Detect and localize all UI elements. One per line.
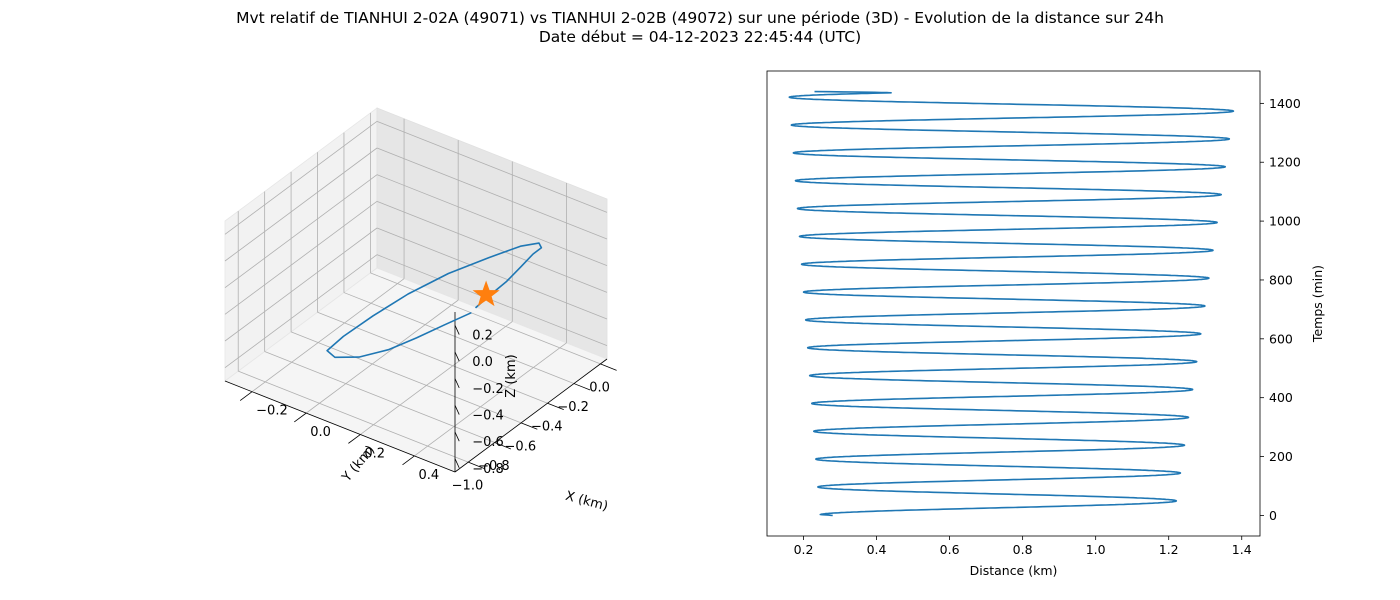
z-axis-label: Z (km) [504,354,519,397]
y-axis-label: Y (km) [339,443,378,486]
grid-line-z [376,120,608,213]
grid-line-y [305,299,459,414]
x-tick-label: −0.2 [557,400,589,415]
y-tick [402,455,415,466]
y-tick-label: −0.2 [256,404,288,419]
axes-3d: −1.0−0.8−0.6−0.4−0.20.0−0.20.00.20.4 −0.8… [224,107,617,515]
y-tick-label: 0.0 [310,425,331,440]
x-tick-label: 1.4 [1232,542,1252,557]
grid-line-z [224,227,378,342]
x-tick-label: 0.4 [867,542,887,557]
x-tick-label: 1.0 [1086,542,1106,557]
x-tick [600,363,617,371]
y-tick-label: 1400 [1269,96,1301,111]
z-tick-label: 0.0 [472,355,493,370]
x-tick-label: −0.4 [531,420,563,435]
x-axis-label: X (km) [564,489,610,515]
y-tick [348,434,361,444]
y-axis-line [224,380,456,473]
z-tick [454,325,460,335]
grid-line-y [251,278,405,393]
z-tick-label: −0.6 [472,435,504,450]
grid-line-z [376,200,608,293]
axes-distance-time: 0.2 0.4 0.6 0.8 1.0 1.2 1.4 0 200 400 600 800 1000 12… [766,70,1325,578]
grid-line-z [376,227,608,320]
x-tick [520,422,538,430]
z-tick [454,458,460,469]
grid-line-x [343,292,575,384]
grid-line-x [238,370,469,463]
x-tick-label: −1.0 [452,479,484,494]
grid-line-x [370,272,601,365]
z-tick-label: −0.4 [472,409,504,424]
y-tick-label: 800 [1269,272,1293,287]
grid-line-x [290,331,522,424]
figure-title: Mvt relatif de TIANHUI 2-02A (49071) vs … [0,9,1400,47]
x-tick [573,383,591,391]
x-tick-label: 0.0 [589,380,610,395]
x-tick-label: 0.6 [940,542,960,557]
start-star-marker [472,280,500,307]
z-tick [454,351,460,362]
x-tick-label: 0.8 [1013,542,1033,557]
distance-line [788,90,1235,517]
grid-line-z [224,174,378,288]
y-tick-label: 1000 [1269,214,1301,229]
z-tick [454,431,460,442]
y-tick-label: 400 [1269,390,1293,405]
z-tick-label: −0.2 [472,382,504,397]
grid-line-y [414,342,567,457]
z-tick-label: 0.2 [472,329,493,344]
figure-title-line2: Date début = 04-12-2023 22:45:44 (UTC) [538,28,862,46]
x-axis-label: Distance (km) [970,563,1058,578]
x-tick-label: 0.2 [794,542,814,557]
z-tick-label: −0.8 [472,462,504,477]
grid-line-z [224,254,378,368]
grid-line-z [224,121,378,235]
y-tick-label: 0 [1269,508,1277,523]
x-tick [547,402,564,411]
trajectory-line [326,242,543,359]
y-tick-label: 600 [1269,331,1293,346]
z-tick [454,405,460,415]
grid-line-z [224,147,378,262]
x-axis-line [454,358,608,473]
grid-line-z [224,201,378,315]
y-tick-label: 0.4 [419,468,440,483]
figure-title-line1: Mvt relatif de TIANHUI 2-02A (49071) vs … [236,9,1164,27]
y-tick [294,412,307,423]
y-tick-label: 1200 [1269,155,1301,170]
grid-line-z [376,174,608,267]
x-tick [468,461,485,469]
z-tick [454,378,460,389]
grid-line-z [376,147,608,240]
y-tick-label: 0.2 [364,446,385,461]
y-tick [239,391,253,401]
grid-line-y [360,321,513,435]
plot-frame [766,70,1261,537]
x-tick-label: 1.2 [1159,542,1179,557]
grid-line-x [264,351,495,443]
x-tick-label: −0.6 [505,439,537,454]
y-tick-label: 200 [1269,449,1293,464]
x-tick-label: −0.8 [478,459,510,474]
y-axis-label: Temps (min) [1310,265,1325,343]
x-tick [494,442,512,450]
